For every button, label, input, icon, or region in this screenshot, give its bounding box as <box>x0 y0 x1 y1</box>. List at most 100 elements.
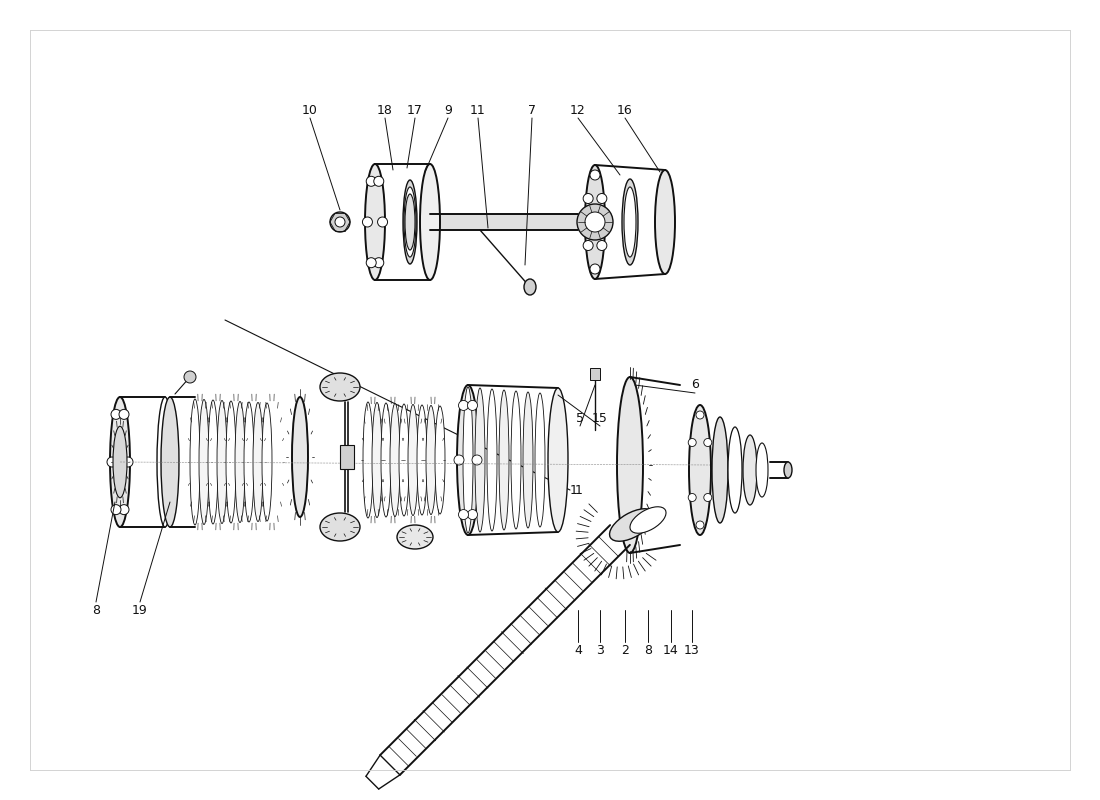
Ellipse shape <box>397 525 433 549</box>
Circle shape <box>119 410 129 419</box>
Ellipse shape <box>208 400 218 524</box>
Circle shape <box>704 438 712 446</box>
Ellipse shape <box>161 397 179 527</box>
Bar <box>340 445 354 469</box>
Ellipse shape <box>262 403 272 521</box>
Circle shape <box>578 204 613 240</box>
Circle shape <box>374 258 384 268</box>
Bar <box>430 214 578 230</box>
Circle shape <box>590 170 600 180</box>
Ellipse shape <box>417 405 427 515</box>
Ellipse shape <box>524 279 536 295</box>
Circle shape <box>590 264 600 274</box>
Ellipse shape <box>405 194 415 250</box>
Ellipse shape <box>463 387 473 533</box>
Ellipse shape <box>320 513 360 541</box>
Circle shape <box>362 217 373 227</box>
Ellipse shape <box>399 404 409 516</box>
Ellipse shape <box>110 397 130 527</box>
Ellipse shape <box>617 377 643 553</box>
Ellipse shape <box>292 397 308 517</box>
Ellipse shape <box>654 170 675 274</box>
Circle shape <box>366 258 376 268</box>
Circle shape <box>366 176 376 186</box>
Circle shape <box>111 505 121 514</box>
Ellipse shape <box>199 399 209 525</box>
Text: 8: 8 <box>92 603 100 617</box>
Circle shape <box>585 212 605 232</box>
Ellipse shape <box>535 393 544 527</box>
Circle shape <box>468 401 477 410</box>
Circle shape <box>336 217 345 227</box>
Ellipse shape <box>712 417 728 523</box>
Text: 14: 14 <box>663 643 679 657</box>
Circle shape <box>689 494 696 502</box>
Text: 19: 19 <box>132 603 147 617</box>
Ellipse shape <box>365 164 385 280</box>
Text: 2: 2 <box>621 643 629 657</box>
Ellipse shape <box>217 401 227 523</box>
Text: 11: 11 <box>470 103 486 117</box>
Ellipse shape <box>522 392 534 528</box>
Circle shape <box>472 455 482 465</box>
Circle shape <box>459 510 469 519</box>
Ellipse shape <box>408 405 418 515</box>
Text: 5: 5 <box>576 411 584 425</box>
Text: 16: 16 <box>617 103 632 117</box>
Text: 13: 13 <box>684 643 700 657</box>
Circle shape <box>119 505 129 514</box>
Circle shape <box>111 410 121 419</box>
Ellipse shape <box>113 426 127 498</box>
Text: 6: 6 <box>691 378 698 391</box>
Ellipse shape <box>456 385 478 535</box>
Ellipse shape <box>244 402 254 522</box>
Bar <box>590 368 600 380</box>
Ellipse shape <box>475 388 485 532</box>
Ellipse shape <box>548 388 568 532</box>
Text: 1: 1 <box>570 483 578 497</box>
Ellipse shape <box>434 406 446 514</box>
Text: 15: 15 <box>592 411 608 425</box>
Ellipse shape <box>585 165 605 279</box>
Circle shape <box>184 371 196 383</box>
Circle shape <box>377 217 387 227</box>
Circle shape <box>123 457 133 467</box>
Ellipse shape <box>426 406 436 514</box>
Ellipse shape <box>157 397 173 527</box>
Circle shape <box>330 212 350 232</box>
Text: 18: 18 <box>377 103 393 117</box>
Circle shape <box>583 194 593 203</box>
Ellipse shape <box>320 373 360 401</box>
Circle shape <box>597 241 607 250</box>
Ellipse shape <box>381 403 390 517</box>
Ellipse shape <box>235 402 245 522</box>
Ellipse shape <box>403 180 417 264</box>
Circle shape <box>454 455 464 465</box>
Text: 7: 7 <box>528 103 536 117</box>
Ellipse shape <box>756 443 768 497</box>
Ellipse shape <box>363 402 373 518</box>
Ellipse shape <box>630 506 666 534</box>
Text: 1: 1 <box>575 483 583 497</box>
Circle shape <box>583 241 593 250</box>
Ellipse shape <box>499 390 509 530</box>
Text: 10: 10 <box>302 103 318 117</box>
Ellipse shape <box>742 435 757 505</box>
Text: 12: 12 <box>570 103 586 117</box>
Circle shape <box>696 411 704 419</box>
Ellipse shape <box>689 405 711 535</box>
Ellipse shape <box>372 402 382 518</box>
Ellipse shape <box>420 164 440 280</box>
Ellipse shape <box>512 391 521 529</box>
Ellipse shape <box>624 187 636 257</box>
Circle shape <box>459 401 469 410</box>
Text: 4: 4 <box>574 643 582 657</box>
Ellipse shape <box>487 389 497 531</box>
Circle shape <box>468 510 477 519</box>
Circle shape <box>689 438 696 446</box>
Ellipse shape <box>404 187 416 257</box>
Text: 3: 3 <box>596 643 604 657</box>
Ellipse shape <box>226 401 236 523</box>
Ellipse shape <box>253 402 263 522</box>
Circle shape <box>597 194 607 203</box>
